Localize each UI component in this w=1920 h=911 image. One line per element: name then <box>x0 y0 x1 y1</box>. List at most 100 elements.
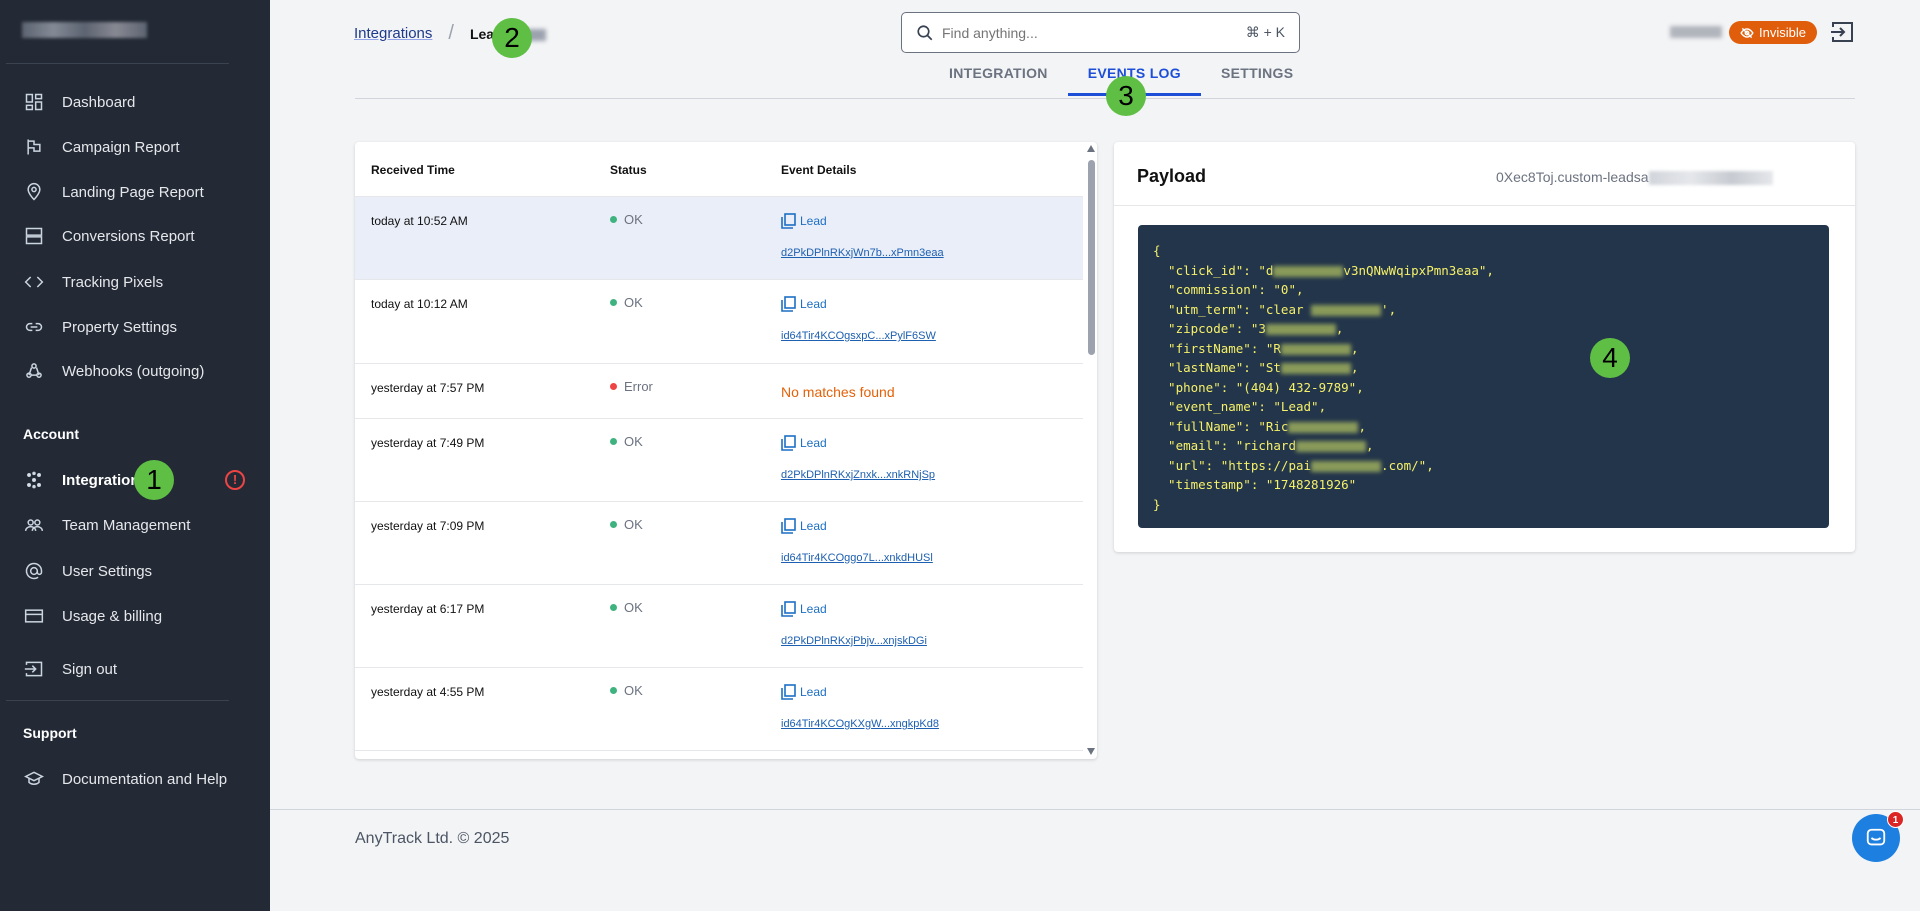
payload-line: "firstName": "R, <box>1153 340 1359 356</box>
payload-line: "url": "https://pai .com/", <box>1153 457 1434 473</box>
event-type-link[interactable]: Lead <box>781 296 936 312</box>
integrations-icon <box>27 471 41 489</box>
search-input[interactable] <box>942 24 1246 41</box>
support-section-label: Support <box>23 725 77 741</box>
chat-button[interactable]: 1 <box>1852 811 1904 862</box>
event-details: Lead d2PkDPlnRKxjZnxk...xnkRNjSp <box>781 435 935 481</box>
exit-icon[interactable] <box>1830 21 1854 43</box>
event-type-link[interactable]: Lead <box>781 518 933 534</box>
received-time: yesterday at 6:17 PM <box>371 602 485 616</box>
tab-integration[interactable]: INTEGRATION <box>949 65 1048 81</box>
table-row[interactable]: yesterday at 4:55 PM OK Lead id64Tir4KCOg… <box>355 668 1083 751</box>
chat-unread-badge: 1 <box>1887 811 1904 828</box>
event-type-label: Lead <box>800 685 827 699</box>
event-details: No matches found <box>781 380 895 400</box>
payload-line: "lastName": "St, <box>1153 360 1359 375</box>
team-icon <box>24 519 44 531</box>
alert-icon[interactable]: ! <box>225 470 245 490</box>
event-details: Lead id64Tir4KCOggo7L...xnkdHUSl <box>781 518 933 564</box>
sidebar-item-label: Landing Page Report <box>62 183 204 201</box>
events-table: Received Time Status Event Details today… <box>355 142 1097 759</box>
account-section-label: Account <box>23 426 79 442</box>
table-row[interactable]: yesterday at 7:09 PM OK Lead id64Tir4KCOg… <box>355 502 1083 585</box>
sidebar-item-usage-billing[interactable]: Usage & billing <box>24 606 162 626</box>
copy-icon <box>781 435 796 451</box>
sidebar-item-campaign-report[interactable]: Campaign Report <box>24 137 180 157</box>
status-label: OK <box>624 683 643 698</box>
click-id-link[interactable]: id64Tir4KCOggo7L...xnkdHUSl <box>781 552 933 564</box>
sidebar-item-label: Sign out <box>62 660 118 678</box>
status-dot-icon <box>610 216 617 223</box>
sign-out-icon <box>24 661 43 677</box>
table-row[interactable]: yesterday at 6:17 PM OK Lead d2PkDPlnRKxj… <box>355 585 1083 668</box>
click-id-link[interactable]: d2PkDPlnRKxjPbjv...xnjskDGi <box>781 635 927 647</box>
search-box[interactable]: ⌘ + K <box>901 12 1300 53</box>
payload-line: "phone": "(404) 432-9789", <box>1153 379 1364 395</box>
status-badge: OK <box>610 295 643 310</box>
column-header-status: Status <box>610 163 647 177</box>
tab-bar: INTEGRATION EVENTS LOG SETTINGS <box>929 62 1313 96</box>
scrollbar-thumb[interactable] <box>1088 160 1095 355</box>
status-dot-icon <box>610 604 617 611</box>
visibility-badge[interactable]: Invisible <box>1729 21 1817 44</box>
table-row[interactable]: today at 10:52 AM OK Lead d2PkDPlnRKxjWn7… <box>355 197 1083 280</box>
sidebar-item-conversions-report[interactable]: Conversions Report <box>24 226 195 246</box>
copy-icon <box>781 601 796 617</box>
sidebar-item-tracking-pixels[interactable]: Tracking Pixels <box>24 272 163 292</box>
event-details: Lead d2PkDPlnRKxjWn7b...xPmn3eaa <box>781 213 944 259</box>
tab-settings[interactable]: SETTINGS <box>1220 65 1294 81</box>
sidebar-item-integrations[interactable]: Integrations <box>24 470 148 490</box>
table-row[interactable]: yesterday at 7:57 PM Error No matches fo… <box>355 364 1083 419</box>
scrollbar[interactable] <box>1085 142 1097 759</box>
click-id-link[interactable]: id64Tir4KCOgKXgW...xngkpKd8 <box>781 718 939 730</box>
event-type-link[interactable]: Lead <box>781 213 944 229</box>
event-details: Lead id64Tir4KCOgsxpC...xPylF6SW <box>781 296 936 342</box>
webhook-icon <box>26 363 42 378</box>
column-header-event-details: Event Details <box>781 163 857 177</box>
sidebar-item-team-management[interactable]: Team Management <box>24 515 190 535</box>
sidebar-item-sign-out[interactable]: Sign out <box>24 659 117 679</box>
event-type-link[interactable]: Lead <box>781 601 927 617</box>
breadcrumb-integrations-link[interactable]: Integrations <box>354 25 433 42</box>
annotation-marker: 2 <box>492 18 532 58</box>
payload-line: "commission": "0", <box>1153 282 1304 297</box>
click-id-link[interactable]: d2PkDPlnRKxjWn7b...xPmn3eaa <box>781 247 944 259</box>
payload-line: "event_name": "Lead", <box>1153 399 1327 414</box>
event-type-link[interactable]: Lead <box>781 684 939 700</box>
table-row[interactable]: today at 10:12 AM OK Lead id64Tir4KCOgsxp… <box>355 280 1083 364</box>
flag-icon <box>27 139 41 155</box>
event-type-link[interactable]: Lead <box>781 435 935 451</box>
payload-line: "fullName": "Ric, <box>1153 418 1366 434</box>
map-pin-icon <box>27 182 41 201</box>
divider <box>1114 205 1855 206</box>
sidebar-item-documentation-and-help[interactable]: Documentation and Help <box>24 769 227 789</box>
payload-line: "zipcode": "3, <box>1153 321 1344 336</box>
divider <box>6 63 229 64</box>
sidebar-item-dashboard[interactable]: Dashboard <box>24 92 135 112</box>
sidebar-item-user-settings[interactable]: User Settings <box>24 561 152 581</box>
server-icon <box>25 227 43 245</box>
scroll-down-arrow[interactable] <box>1087 748 1095 755</box>
sidebar-item-label: Usage & billing <box>62 607 163 625</box>
sidebar-item-label: Team Management <box>62 516 191 534</box>
click-id-link[interactable]: id64Tir4KCOgsxpC...xPylF6SW <box>781 330 936 342</box>
copy-icon <box>781 684 796 700</box>
payload-title: Payload <box>1137 166 1207 186</box>
payload-panel: Payload 0Xec8Toj.custom-leadsa { "click_… <box>1114 142 1855 552</box>
sidebar-item-property-settings[interactable]: Property Settings <box>24 317 177 337</box>
status-label: Error <box>624 379 653 394</box>
sidebar-item-landing-page-report[interactable]: Landing Page Report <box>24 182 204 202</box>
table-row[interactable]: yesterday at 7:49 PM OK Lead d2PkDPlnRKxj… <box>355 419 1083 502</box>
status-badge: OK <box>610 212 643 227</box>
scroll-up-arrow[interactable] <box>1087 145 1095 152</box>
click-id-link[interactable]: d2PkDPlnRKxjZnxk...xnkRNjSp <box>781 469 936 481</box>
payload-line: "utm_term": "clear ', <box>1153 301 1397 317</box>
sidebar-item-label: Dashboard <box>62 93 136 111</box>
status-dot-icon <box>610 687 617 694</box>
event-type-label: Lead <box>800 436 827 450</box>
workspace-logo[interactable] <box>22 22 147 38</box>
search-shortcut: ⌘ + K <box>1245 24 1285 40</box>
status-dot-icon <box>610 299 617 306</box>
sidebar-item-webhooks-outgoing-[interactable]: Webhooks (outgoing) <box>24 361 204 381</box>
user-name[interactable] <box>1670 26 1722 38</box>
